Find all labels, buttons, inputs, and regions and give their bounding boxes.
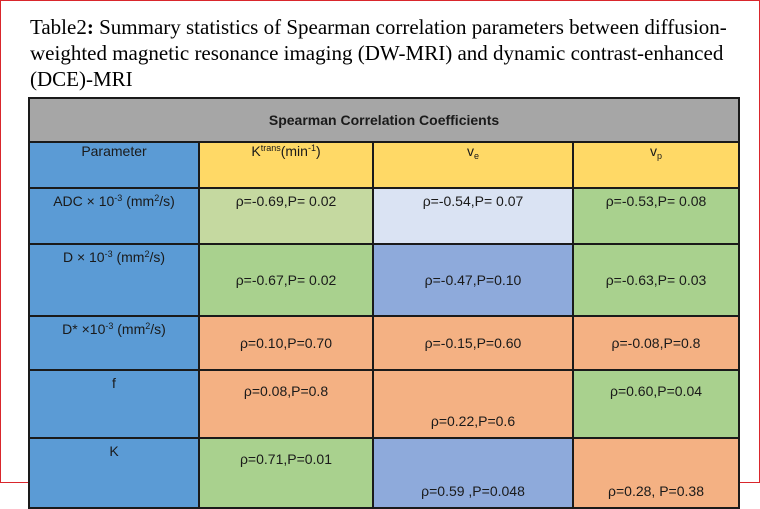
vp-base: v	[650, 143, 657, 159]
label-part: /s)	[159, 193, 175, 209]
caption-text: Summary statistics of Spearman correlati…	[30, 15, 727, 91]
header-vp: vp	[571, 141, 741, 189]
header-ve: ve	[372, 141, 574, 189]
cell-vp: ρ=0.28, P=0.38	[571, 437, 741, 509]
caption-label: Table2	[30, 15, 87, 39]
cell-ve: ρ=0.22,P=0.6	[372, 369, 574, 439]
header-row: Parameter Ktrans(min-1) ve vp	[28, 141, 741, 189]
caption-colon: :	[86, 15, 94, 39]
cell-ktrans: ρ=0.08,P=0.8	[198, 369, 374, 439]
label-sup: 2	[145, 321, 151, 331]
cell-vp: ρ=-0.63,P= 0.03	[571, 243, 741, 317]
label-sup: -3	[105, 321, 114, 331]
label-part: D* ×10	[62, 321, 106, 337]
label-part: /s)	[150, 321, 166, 337]
label-sup: -3	[114, 193, 123, 203]
table-row: D* ×10-3 (mm2/s) ρ=0.10,P=0.70 ρ=-0.15,P…	[28, 315, 741, 371]
cell-ktrans: ρ=0.71,P=0.01	[198, 437, 374, 509]
row-label: D × 10-3 (mm2/s)	[28, 243, 200, 317]
row-label: K	[28, 437, 200, 509]
row-label: ADC × 10-3 (mm2/s)	[28, 187, 200, 245]
ktrans-sup: trans	[260, 143, 281, 153]
cell-vp: ρ=0.60,P=0.04	[571, 369, 741, 439]
cell-ve: ρ=0.59 ,P=0.048	[372, 437, 574, 509]
spearman-table: Spearman Correlation Coefficients Parame…	[27, 97, 741, 509]
cell-vp: ρ=-0.08,P=0.8	[571, 315, 741, 371]
label-part: /s)	[149, 249, 166, 265]
ve-base: v	[466, 143, 474, 159]
label-part: ADC × 10	[53, 193, 115, 209]
cell-ktrans: ρ=0.10,P=0.70	[198, 315, 374, 371]
row-label: D* ×10-3 (mm2/s)	[28, 315, 200, 371]
table-row: ADC × 10-3 (mm2/s) ρ=-0.69,P= 0.02 ρ=-0.…	[28, 187, 741, 245]
label-sup: 2	[154, 193, 160, 203]
cell-ve: ρ=-0.47,P=0.10	[372, 243, 574, 317]
vp-sub: p	[657, 151, 663, 161]
ktrans-unit-sup: -1	[307, 143, 316, 153]
ktrans-close: )	[315, 143, 321, 159]
label-part: D × 10	[62, 249, 105, 265]
table-row: f ρ=0.08,P=0.8 ρ=0.22,P=0.6 ρ=0.60,P=0.0…	[28, 369, 741, 439]
label-sup: -3	[104, 249, 113, 259]
table-row: D × 10-3 (mm2/s) ρ=-0.67,P= 0.02 ρ=-0.47…	[28, 243, 741, 317]
ve-sub: e	[473, 151, 479, 161]
label-part: (mm	[112, 249, 145, 265]
table-row: K ρ=0.71,P=0.01 ρ=0.59 ,P=0.048 ρ=0.28, …	[28, 437, 741, 509]
label-part: (mm	[113, 321, 146, 337]
cell-ktrans: ρ=-0.67,P= 0.02	[198, 243, 374, 317]
header-ktrans: Ktrans(min-1)	[198, 141, 374, 189]
cell-vp: ρ=-0.53,P= 0.08	[571, 187, 741, 245]
cell-ve: ρ=-0.54,P= 0.07	[372, 187, 574, 245]
table-caption: Table2: Summary statistics of Spearman c…	[30, 14, 742, 92]
header-parameter: Parameter	[28, 141, 200, 189]
label-sup: 2	[144, 249, 150, 259]
label-part: (mm	[122, 193, 155, 209]
cell-ve: ρ=-0.15,P=0.60	[372, 315, 574, 371]
row-label: f	[28, 369, 200, 439]
table-banner-row: Spearman Correlation Coefficients	[27, 97, 741, 143]
cell-ktrans: ρ=-0.69,P= 0.02	[198, 187, 374, 245]
table-banner: Spearman Correlation Coefficients	[27, 97, 741, 143]
ktrans-unit: (min	[280, 143, 308, 159]
ktrans-base: K	[251, 143, 261, 159]
